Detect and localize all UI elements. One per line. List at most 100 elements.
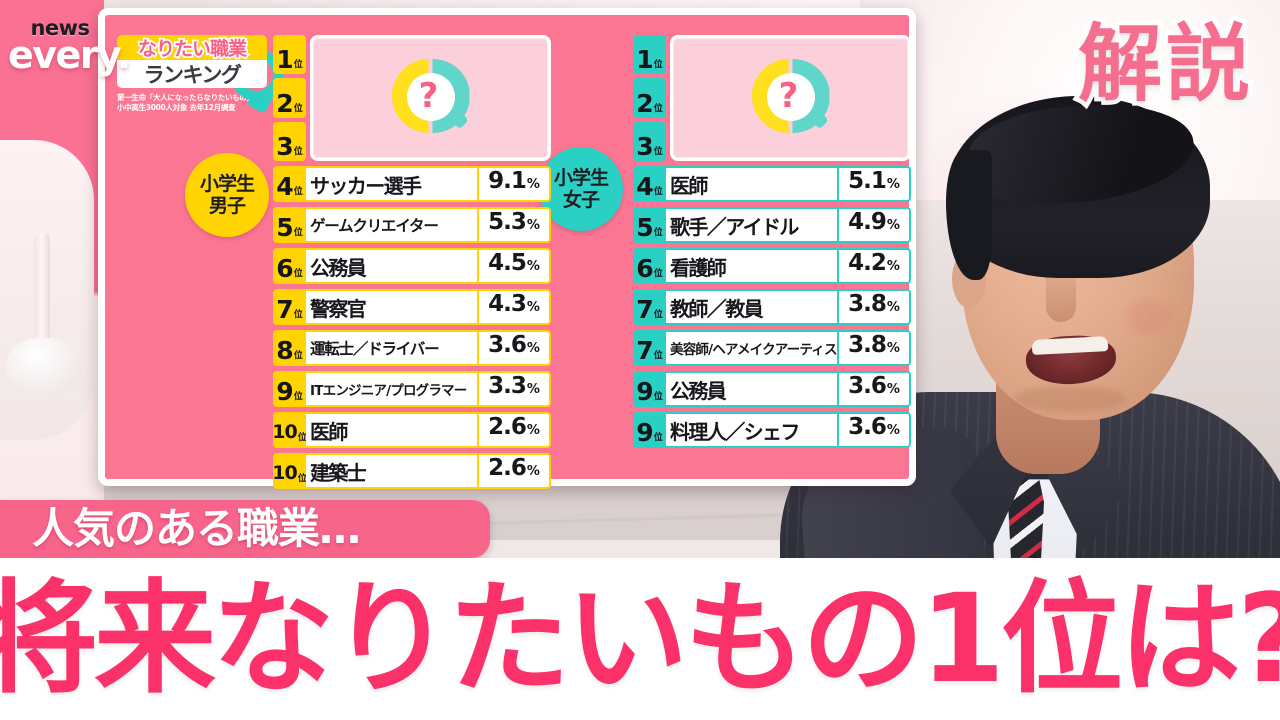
job-name-cell: 医師: [666, 166, 837, 202]
rank-cell: 9 位: [633, 412, 666, 448]
rank-number: 6: [636, 254, 653, 283]
job-name-cell: 公務員: [306, 248, 477, 284]
percent-value: 9.1: [488, 168, 527, 194]
ranking-table-girls: 1 位 2 位 3 位 ?: [633, 35, 911, 453]
percent-cell: 3.6 %: [837, 371, 911, 407]
percent-value: 3.8: [848, 332, 887, 358]
percent-cell: 4.9 %: [837, 207, 911, 243]
rank-cell: 7 位: [633, 289, 666, 325]
question-mark-magnifier-icon: ?: [751, 59, 830, 137]
percent-value: 5.1: [848, 168, 887, 194]
job-name: ITエンジニア/プログラマー: [310, 383, 467, 399]
percent-value: 3.6: [848, 414, 887, 440]
job-name-cell: 警察官: [306, 289, 477, 325]
percent-value: 4.2: [848, 250, 887, 276]
rank-cell-3: 3 位: [633, 121, 666, 161]
percent-symbol: %: [526, 259, 540, 274]
percent-symbol: %: [526, 300, 540, 315]
rank-cell-2: 2 位: [633, 78, 666, 118]
job-name-cell: 教師／教員: [666, 289, 837, 325]
concealed-answer-area-girls: ?: [670, 35, 911, 161]
hidden-rank-stack-girls: 1 位 2 位 3 位: [633, 35, 666, 161]
rank-cell: 8 位: [273, 330, 306, 366]
magnifier-lens: [766, 73, 815, 121]
studio-vase-stem: [34, 232, 50, 362]
percent-cell: 4.5 %: [477, 248, 551, 284]
job-name: 教師／教員: [670, 296, 764, 321]
percent-value: 4.3: [488, 291, 527, 317]
rank-cell: 5 位: [273, 207, 306, 243]
percent-cell: 3.8 %: [837, 289, 911, 325]
percent-value: 3.8: [848, 291, 887, 317]
hidden-top3-boys: 1 位 2 位 3 位 ?: [273, 35, 551, 161]
job-name: 運転士／ドライバー: [310, 340, 440, 358]
percent-cell: 3.6 %: [477, 330, 551, 366]
percent-symbol: %: [526, 177, 540, 192]
percent-value: 3.6: [488, 332, 527, 358]
group-badge-girls-line1: 小学生: [553, 167, 609, 189]
percent-value: 2.6: [488, 455, 527, 481]
rank-number: 1: [636, 45, 653, 75]
presenter-hair-side: [946, 150, 992, 280]
topic-banner: 人気のある職業…: [0, 500, 490, 558]
percent-value: 4.9: [848, 209, 887, 235]
question-mark-glyph: ?: [778, 76, 799, 116]
channel-logo-every-text: every.: [8, 33, 131, 77]
headline-bar: 将来なりたいもの1位は?: [0, 558, 1280, 720]
ranking-table-boys: 1 位 2 位 3 位 ?: [272, 35, 551, 494]
concealed-answer-area-boys: ?: [310, 35, 551, 161]
percent-value: 4.5: [488, 250, 527, 276]
percent-symbol: %: [886, 218, 900, 233]
panel-title-speech-bubble: なりたい職業 ランキング: [117, 35, 283, 114]
group-badge-boys-line2: 男子: [208, 195, 246, 217]
rank-suffix: 位: [653, 146, 663, 157]
rank-cell: 9 位: [273, 371, 306, 407]
percent-symbol: %: [886, 300, 900, 315]
job-name-cell: ゲームクリエイター: [306, 207, 477, 243]
rank-cell: 7 位: [273, 289, 306, 325]
job-name-cell: 医師: [306, 412, 477, 448]
rank-cell-3: 3 位: [273, 121, 306, 161]
rank-suffix: 位: [293, 187, 303, 197]
panel-title-line2-bar: ランキング: [117, 60, 267, 88]
percent-value: 5.3: [488, 209, 527, 235]
rank-suffix: 位: [653, 392, 663, 402]
rank-cell: 5 位: [633, 207, 666, 243]
rank-number: 1: [276, 45, 293, 75]
rank-number: 7: [636, 336, 653, 365]
rank-suffix: 位: [653, 60, 663, 71]
headline-text: 将来なりたいもの1位は?: [0, 568, 1280, 710]
rank-number: 10: [272, 421, 297, 443]
rank-suffix: 位: [653, 351, 663, 361]
table-row: 9 位 ITエンジニア/プログラマー 3.3 %: [273, 371, 551, 407]
job-name: 看護師: [670, 255, 727, 280]
rank-cell: 4 位: [273, 166, 306, 202]
percent-cell: 9.1 %: [477, 166, 551, 202]
percent-cell: 5.3 %: [477, 207, 551, 243]
job-name-cell: 運転士／ドライバー: [306, 330, 477, 366]
hidden-rank-stack-boys: 1 位 2 位 3 位: [273, 35, 306, 161]
job-name: 公務員: [670, 378, 727, 403]
table-row: 8 位 運転士／ドライバー 3.6 %: [273, 330, 551, 366]
rank-number: 5: [276, 213, 293, 242]
percent-symbol: %: [526, 423, 540, 438]
percent-cell: 2.6 %: [477, 412, 551, 448]
percent-cell: 4.2 %: [837, 248, 911, 284]
panel-title-line2: ランキング: [143, 63, 242, 87]
rank-number: 10: [272, 462, 297, 484]
table-row: 7 位 教師／教員 3.8 %: [633, 289, 911, 325]
presenter-nose: [1046, 270, 1076, 322]
percent-symbol: %: [886, 177, 900, 192]
percent-cell: 3.8 %: [837, 330, 911, 366]
percent-symbol: %: [526, 341, 540, 356]
percent-cell: 2.6 %: [477, 453, 551, 489]
job-name: サッカー選手: [310, 173, 422, 198]
presenter-chin-shadow: [1014, 386, 1126, 412]
percent-value: 2.6: [488, 414, 527, 440]
job-name: ゲームクリエイター: [310, 217, 439, 235]
rank-number: 8: [276, 336, 293, 365]
rank-suffix: 位: [293, 310, 303, 320]
percent-cell: 3.3 %: [477, 371, 551, 407]
studio-vase-bowl: [6, 338, 82, 396]
rank-suffix: 位: [293, 146, 303, 157]
